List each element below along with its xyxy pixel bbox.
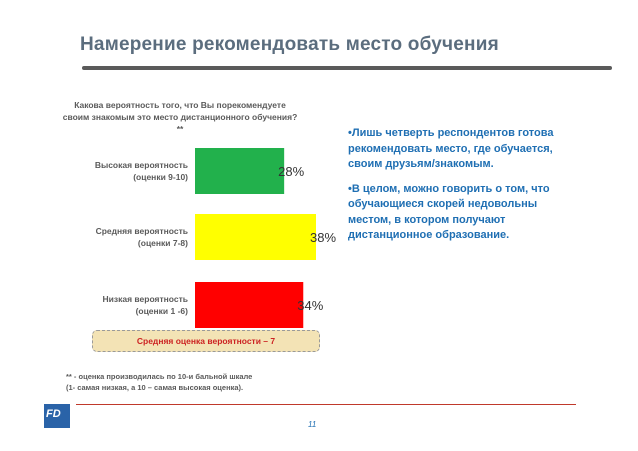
bar-2 (195, 214, 316, 260)
footnote-line-2: (1- самая низкая, а 10 – самая высокая о… (66, 383, 244, 392)
logo-mark (44, 404, 70, 428)
logo: FD (44, 404, 72, 430)
category-label-3-line-2: (оценки 1 -6) (136, 306, 189, 316)
footnote: ** - оценка производилась по 10-и бально… (66, 371, 252, 393)
footer-divider (76, 404, 576, 405)
bar-value-label-1: 28% (278, 164, 304, 179)
survey-question: Какова вероятность того, что Вы порекоме… (62, 100, 298, 134)
bar-value-label-3: 34% (297, 298, 323, 313)
category-label-1-line-2: (оценки 9-10) (133, 172, 188, 182)
bar-3 (195, 282, 304, 328)
page-number: 11 (308, 420, 317, 429)
category-label-2-line-2: (оценки 7-8) (138, 238, 188, 248)
commentary: •Лишь четверть респондентов готова реком… (348, 126, 568, 253)
commentary-bullet-2: •В целом, можно говорить о том, что обуч… (348, 182, 550, 242)
commentary-bullet-1: •Лишь четверть респондентов готова реком… (348, 127, 554, 170)
category-label-2-line-1: Средняя вероятность (96, 226, 188, 236)
bar-1 (195, 148, 285, 194)
bar-value-label-2: 38% (310, 230, 336, 245)
footnote-line-1: ** - оценка производилась по 10-и бально… (66, 372, 253, 381)
category-label-3-line-1: Низкая вероятность (103, 294, 188, 304)
average-score-box: Средняя оценка вероятности – 7 (92, 330, 320, 352)
page-title: Намерение рекомендовать место обучения (80, 34, 499, 55)
logo-text: FD (46, 408, 61, 420)
category-label-1-line-1: Высокая вероятность (95, 160, 188, 170)
average-score-label: Средняя оценка вероятности – 7 (136, 336, 276, 346)
title-underline (82, 66, 612, 70)
